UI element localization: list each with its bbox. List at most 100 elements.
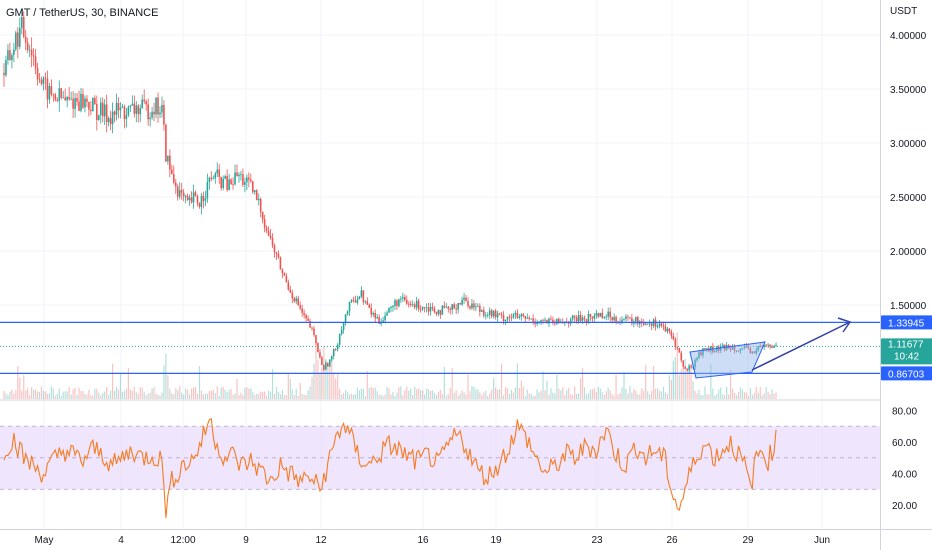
- candle-body: [427, 307, 430, 312]
- candle-body: [287, 282, 290, 290]
- volume-bar: [7, 395, 9, 399]
- volume-bar: [708, 394, 710, 399]
- time-axis-label: 9: [243, 535, 249, 546]
- candle-body: [775, 344, 777, 346]
- volume-bar: [167, 375, 169, 399]
- volume-bar: [368, 388, 370, 399]
- candle-body: [307, 318, 309, 321]
- candle-body: [354, 300, 357, 303]
- rsi-axis-label: 40.00: [892, 470, 917, 481]
- candle-body: [769, 344, 771, 347]
- volume-bar: [137, 393, 139, 399]
- parallel-channel[interactable]: [689, 341, 766, 379]
- candle-body: [378, 317, 380, 324]
- trend-arrow[interactable]: [751, 322, 849, 371]
- drawings[interactable]: [0, 317, 880, 379]
- volume-bar: [400, 386, 402, 399]
- volume-bar: [700, 394, 702, 399]
- volume-bar: [216, 386, 218, 399]
- candle-body: [277, 253, 280, 258]
- volume-bar: [437, 391, 439, 399]
- time-axis-label: 4: [118, 535, 124, 546]
- volume-bar: [113, 391, 116, 399]
- bar-countdown-text: 10:42: [894, 351, 919, 362]
- candle-body: [481, 310, 483, 312]
- volume-bar: [755, 386, 757, 399]
- candle-body: [558, 318, 560, 323]
- candle-body: [763, 344, 765, 347]
- volume-bar: [319, 373, 321, 399]
- volume-bar: [212, 389, 214, 399]
- volume-bar: [532, 395, 534, 399]
- candle-body: [226, 176, 228, 190]
- candle-body: [398, 299, 400, 307]
- volume-bar: [252, 391, 254, 399]
- volume-bar: [497, 389, 499, 399]
- candle-body: [348, 302, 351, 312]
- candle-body: [637, 317, 639, 325]
- volume-bar: [504, 387, 507, 399]
- volume-bar: [129, 389, 131, 399]
- candle-body: [54, 94, 57, 100]
- volume-bar: [552, 392, 554, 399]
- candle-body: [648, 323, 651, 325]
- volume-bar: [726, 386, 728, 399]
- volume-bar: [285, 395, 287, 399]
- volume-bar: [560, 390, 562, 399]
- volume-bar: [27, 388, 29, 399]
- currency-label[interactable]: USDT: [890, 6, 917, 17]
- volume-bar: [98, 392, 100, 399]
- volume-bar: [384, 394, 386, 399]
- volume-bar: [348, 394, 351, 399]
- volume-bar: [161, 392, 163, 399]
- candle-body: [409, 303, 412, 306]
- candle-body: [500, 314, 503, 316]
- candle-body: [311, 327, 313, 329]
- candle-body: [601, 312, 604, 318]
- resistance-price-tag[interactable]: 1.33945: [881, 315, 932, 329]
- candle-body: [759, 346, 762, 347]
- volume-bar: [647, 391, 649, 399]
- candle-body: [717, 346, 720, 351]
- symbol-title[interactable]: GMT / TetherUS, 30, BINANCE: [6, 7, 158, 19]
- volume-bar: [731, 388, 734, 399]
- volume-bar: [680, 369, 682, 399]
- volume-bar: [467, 374, 469, 399]
- candle-body: [70, 98, 72, 100]
- candle-body: [654, 319, 657, 327]
- volume-bar: [323, 345, 325, 399]
- volume-bar: [676, 332, 678, 399]
- volume-bar: [698, 389, 700, 399]
- candle-body: [542, 320, 544, 321]
- volume-bar: [564, 395, 566, 399]
- volume-bar: [386, 386, 388, 399]
- candle-body: [484, 315, 487, 317]
- volume-bar: [151, 388, 153, 399]
- candle-body: [147, 104, 149, 120]
- volume-bar: [236, 378, 238, 399]
- candle-body: [591, 316, 594, 319]
- volume-bar: [382, 395, 384, 399]
- volume-bar: [297, 395, 299, 399]
- support-price-tag[interactable]: 0.86703: [881, 366, 932, 380]
- candle-body: [159, 112, 161, 115]
- volume-bar: [58, 388, 60, 399]
- candle-body: [60, 88, 63, 98]
- volume-bar: [173, 394, 175, 399]
- price-axis-label: 3.50000: [890, 85, 927, 96]
- volume-bar: [242, 394, 244, 399]
- candle-body: [230, 179, 232, 185]
- volume-bar: [135, 392, 137, 399]
- candle-body: [666, 328, 669, 332]
- volume-bar: [96, 388, 98, 399]
- candle-body: [99, 102, 102, 116]
- volume-bar: [189, 394, 191, 399]
- volume-bar: [258, 393, 260, 399]
- volume-bar: [463, 392, 465, 399]
- candle-body: [40, 79, 43, 84]
- volume-bar: [269, 391, 272, 399]
- candle-body: [530, 318, 532, 320]
- candle-body: [743, 346, 746, 349]
